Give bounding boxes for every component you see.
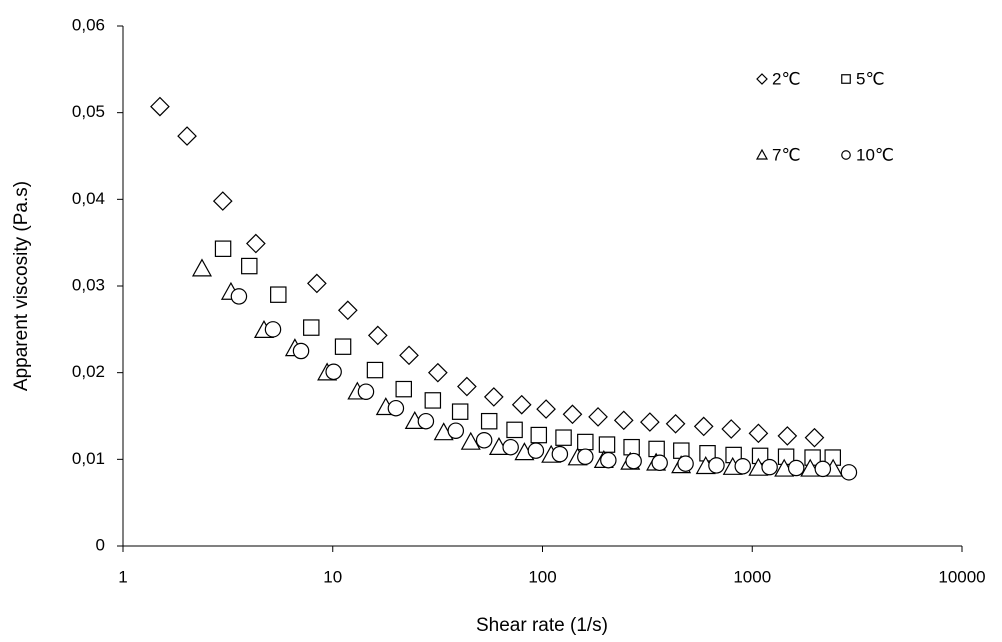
y-tick-label: 0,02 (72, 362, 105, 381)
marker-diamond (748, 423, 769, 444)
marker-circle (734, 458, 752, 475)
marker-circle (651, 454, 668, 472)
marker-circle (447, 422, 465, 439)
x-tick-label: 10000 (938, 567, 985, 586)
y-tick-label: 0,04 (72, 189, 105, 208)
marker-square (480, 412, 498, 430)
marker-circle (551, 445, 569, 463)
x-tick-label: 10 (323, 567, 342, 586)
marker-circle (387, 399, 405, 417)
y-axis-title: Apparent viscosity (Pa.s) (11, 181, 32, 391)
marker-circle (577, 448, 594, 465)
marker-diamond (177, 126, 197, 146)
legend-label: 7℃ (772, 145, 801, 164)
marker-square (270, 286, 287, 303)
legend-marker (755, 148, 769, 160)
marker-circle (264, 321, 282, 338)
marker-triangle (191, 258, 213, 277)
marker-diamond (511, 394, 532, 415)
y-tick-label: 0,05 (72, 102, 105, 121)
marker-circle (325, 363, 342, 381)
marker-diamond (536, 399, 556, 419)
marker-square (577, 433, 594, 451)
legend-marker (756, 73, 768, 85)
marker-square (334, 338, 352, 355)
y-tick-label: 0,01 (72, 449, 105, 468)
y-tick-label: 0,06 (72, 15, 105, 34)
marker-diamond (483, 387, 504, 407)
marker-diamond (367, 325, 388, 346)
marker-square (366, 361, 384, 379)
legend-marker (841, 74, 851, 84)
x-tick-label: 1 (118, 567, 127, 586)
marker-diamond (457, 376, 477, 397)
marker-circle (357, 383, 375, 400)
legend-label: 5℃ (856, 69, 885, 88)
marker-circle (787, 459, 805, 477)
y-tick-label: 0,03 (72, 275, 105, 294)
legend-label: 2℃ (772, 69, 801, 88)
marker-square (623, 438, 640, 456)
marker-circle (814, 460, 832, 478)
marker-circle (761, 458, 778, 476)
marker-circle (475, 432, 493, 449)
marker-circle (840, 464, 858, 481)
marker-square (451, 403, 469, 420)
x-tick-label: 100 (528, 567, 556, 586)
legend-marker (841, 150, 851, 160)
marker-square (241, 257, 258, 275)
marker-diamond (640, 412, 660, 432)
marker-circle (230, 288, 248, 305)
marker-diamond (246, 233, 266, 254)
marker-circle (600, 451, 617, 469)
marker-diamond (337, 300, 358, 321)
marker-diamond (613, 410, 634, 431)
marker-diamond (588, 407, 608, 427)
marker-diamond (665, 413, 686, 434)
marker-square (555, 429, 572, 446)
marker-square (598, 436, 616, 453)
marker-diamond (150, 96, 170, 117)
y-tick-label: 0 (96, 535, 105, 554)
marker-diamond (399, 345, 419, 366)
marker-diamond (721, 419, 742, 439)
x-tick-label: 1000 (733, 567, 771, 586)
marker-diamond (212, 191, 233, 211)
marker-circle (502, 438, 519, 456)
marker-circle (625, 452, 642, 470)
marker-diamond (804, 427, 825, 448)
marker-circle (292, 342, 310, 360)
marker-diamond (777, 426, 798, 446)
marker-diamond (562, 404, 583, 425)
marker-square (506, 421, 523, 439)
marker-diamond (693, 416, 714, 437)
marker-circle (677, 455, 694, 472)
legend-label: 10℃ (856, 145, 894, 164)
marker-square (424, 392, 442, 409)
marker-circle (527, 442, 545, 459)
marker-square (303, 319, 320, 336)
marker-square (214, 240, 232, 257)
marker-circle (708, 457, 725, 474)
marker-square (395, 380, 412, 398)
marker-circle (417, 412, 435, 430)
marker-square (530, 426, 548, 444)
x-axis-title: Shear rate (1/s) (476, 615, 608, 636)
marker-diamond (307, 273, 327, 294)
marker-triangle (460, 431, 481, 450)
marker-diamond (427, 362, 448, 383)
